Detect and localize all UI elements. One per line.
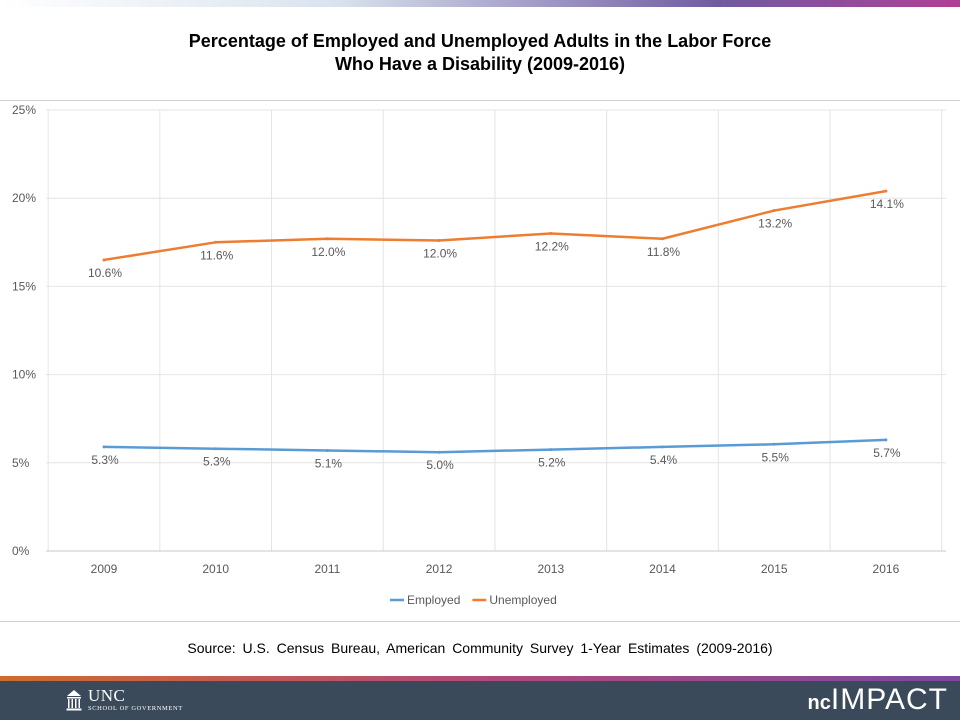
data-point-unemployed (214, 240, 218, 244)
top-accent-bar (0, 0, 960, 7)
x-tick-label: 2009 (91, 562, 118, 576)
x-tick-label: 2013 (537, 562, 564, 576)
x-tick-label: 2010 (202, 562, 229, 576)
data-label-unemployed: 11.8% (647, 245, 680, 259)
data-label-employed: 5.3% (203, 455, 231, 469)
data-point-unemployed (661, 237, 664, 241)
data-label-unemployed: 12.0% (423, 247, 457, 261)
data-point-employed (772, 442, 776, 446)
data-point-unemployed (102, 258, 106, 262)
x-tick-label: 2011 (314, 562, 340, 576)
data-label-unemployed: 14.1% (870, 197, 904, 211)
chart-title-line-2: Who Have a Disability (2009-2016) (334, 54, 626, 74)
brand-prefix: nc (807, 692, 831, 714)
series-line-unemployed (103, 189, 887, 262)
legend-label-unemployed: Unemployed (489, 593, 556, 607)
data-point-employed (214, 447, 218, 451)
data-label-employed: 5.2% (538, 456, 566, 470)
data-point-employed (884, 438, 888, 442)
data-point-unemployed (772, 209, 776, 213)
data-label-unemployed: 10.6% (88, 266, 122, 280)
data-label-employed: 5.7% (873, 446, 901, 460)
data-label-unemployed: 11.6% (200, 248, 233, 262)
source-note: Source: U.S. Census Bureau, American Com… (187, 640, 773, 656)
data-label-unemployed: 12.2% (535, 239, 569, 253)
footer-accent-bar (0, 676, 960, 681)
unc-name: UNC (88, 686, 126, 705)
unc-logo: UNC SCHOOL OF GOVERNMENT (66, 687, 183, 713)
footer-bar: UNC SCHOOL OF GOVERNMENT ncIMPACT (0, 681, 960, 720)
line-chart: 0% 5% 10% 15% 20% 25% 2009 2010 2011 2012 2013 2014… (12, 103, 946, 607)
data-point-employed (661, 445, 664, 449)
data-label-unemployed: 13.2% (758, 217, 792, 231)
data-point-employed (437, 450, 441, 454)
legend-label-employed: Employed (407, 593, 460, 607)
y-tick-label: 0% (12, 544, 30, 558)
x-tick-label: 2015 (761, 562, 788, 576)
y-tick-label: 20% (12, 191, 36, 205)
data-label-employed: 5.5% (762, 450, 790, 464)
data-point-unemployed (884, 189, 888, 193)
data-label-employed: 5.3% (91, 453, 119, 467)
brand-main: IMPACT (830, 683, 948, 716)
data-point-unemployed (549, 231, 553, 235)
data-point-employed (102, 445, 106, 449)
unc-subtitle: SCHOOL OF GOVERNMENT (88, 705, 183, 712)
x-tick-label: 2016 (873, 562, 900, 576)
data-label-unemployed: 12.0% (311, 245, 345, 259)
y-tick-label: 5% (12, 456, 30, 470)
y-tick-label: 25% (12, 103, 36, 117)
series-line-employed (103, 438, 886, 454)
y-tick-label: 10% (12, 368, 36, 382)
data-point-employed (549, 448, 553, 452)
data-label-employed: 5.1% (315, 456, 343, 470)
chart-title-line-1: Percentage of Employed and Unemployed Ad… (188, 31, 772, 51)
x-tick-label: 2012 (426, 562, 453, 576)
data-point-employed (325, 448, 329, 452)
data-label-employed: 5.4% (650, 453, 678, 467)
ncimpact-logo: ncIMPACT (808, 683, 948, 720)
chart-frame: 0% 5% 10% 15% 20% 25% 2009 2010 2011 2012 2013 2014… (0, 100, 960, 622)
y-tick-label: 15% (12, 279, 36, 293)
old-well-icon (66, 689, 82, 711)
data-point-unemployed (437, 239, 441, 243)
chart-title: Percentage of Employed and Unemployed Ad… (0, 30, 960, 76)
data-label-employed: 5.0% (426, 458, 454, 472)
x-tick-label: 2014 (649, 562, 676, 576)
data-point-unemployed (325, 237, 329, 241)
